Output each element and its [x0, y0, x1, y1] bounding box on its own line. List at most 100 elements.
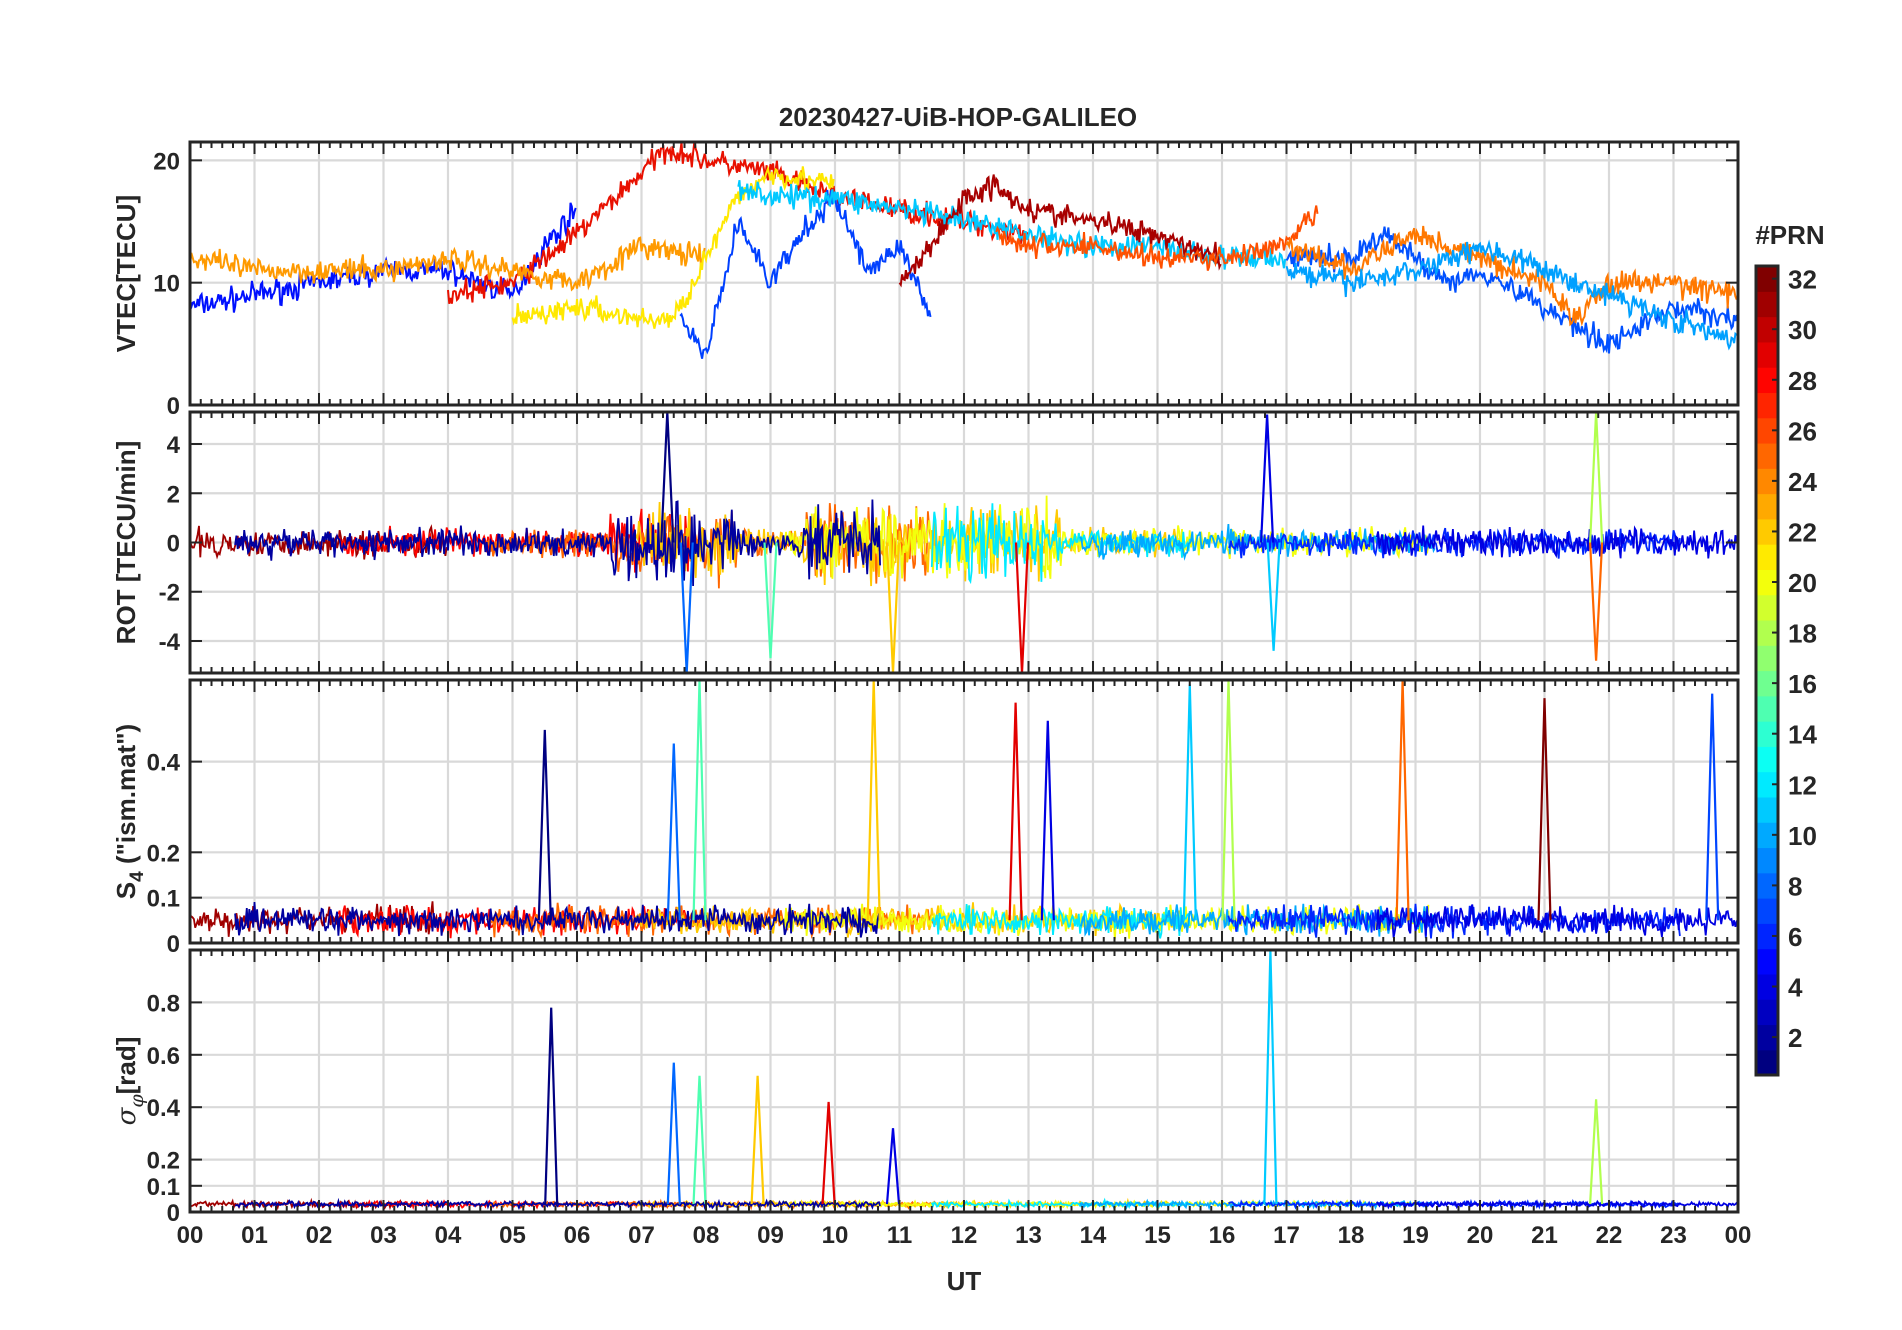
peak-mark [1589, 412, 1604, 543]
peak-mark [660, 412, 675, 543]
colorbar-band [1756, 493, 1778, 520]
y-tick-label: 0.2 [147, 840, 180, 867]
peak-mark [1260, 414, 1275, 543]
colorbar-tick-label: 32 [1788, 265, 1817, 295]
colorbar-band [1756, 948, 1778, 975]
x-tick-label: 00 [177, 1222, 204, 1249]
sigma-phi-ylabel: σφ[rad] [111, 1037, 148, 1126]
sigma-phi-ticks: 00.10.2 0.4 0.6 0.8 [147, 950, 1739, 1227]
x-tick-label: 02 [306, 1222, 333, 1249]
colorbar-band [1756, 569, 1778, 596]
y-tick-label: 0.1 [147, 886, 180, 913]
peak-mark [1395, 680, 1410, 921]
s4-ylabel-rest: ("ism.mat") [111, 724, 141, 871]
colorbar-tick-label: 8 [1788, 871, 1802, 901]
vtec-line-prn-10 [1285, 239, 1738, 351]
peak-mark [544, 1007, 559, 1205]
x-tick-label: 05 [499, 1222, 526, 1249]
rot-series [190, 412, 1738, 673]
trace-prn-2 [234, 1197, 881, 1211]
x-tick-label: 06 [564, 1222, 591, 1249]
colorbar-band [1756, 544, 1778, 570]
peak-mark [666, 743, 681, 921]
colorbar-band [1756, 645, 1778, 672]
y-tick-label: 0.4 [147, 1095, 181, 1122]
x-tick-label: 19 [1402, 1222, 1429, 1249]
vtec-line-prn-26 [1285, 225, 1738, 327]
y-tick-label: 10 [153, 271, 180, 298]
colorbar-band [1756, 468, 1778, 495]
sigma-phi-ylabel-main: σ [112, 1106, 142, 1125]
peak-mark [1014, 542, 1030, 673]
colorbar-band [1756, 1049, 1778, 1076]
peak-mark [885, 542, 901, 673]
colorbar-band [1756, 822, 1778, 849]
peak-mark [821, 1101, 836, 1205]
colorbar-band [1756, 442, 1778, 469]
vtec-line-prn-31 [898, 174, 1222, 288]
colorbar-band [1756, 367, 1778, 394]
trace-prn-12 [930, 503, 1191, 585]
peak-mark [885, 1128, 901, 1205]
x-tick-label: 18 [1338, 1222, 1365, 1249]
colorbar-band [1756, 771, 1778, 798]
colorbar-band [1756, 594, 1778, 621]
colorbar-tick-label: 26 [1788, 416, 1817, 446]
rot-panel: -4 -2 0 2 4 ROT [TECU/min] [111, 410, 1740, 675]
s4-grid [190, 680, 1738, 943]
colorbar-band [1756, 316, 1778, 343]
peak-mark [1221, 680, 1236, 921]
peak-mark [866, 680, 881, 921]
y-tick-label: 0.6 [147, 1043, 180, 1070]
colorbar-band [1756, 1024, 1778, 1051]
sigma-phi-grid [190, 950, 1738, 1212]
x-tick-label: 13 [1015, 1222, 1042, 1249]
vtec-line-prn-28 [447, 142, 1029, 305]
x-tick-label: 01 [241, 1222, 268, 1249]
colorbar-bands [1756, 266, 1778, 1076]
x-tick-label: 10 [822, 1222, 849, 1249]
peak-mark [1263, 950, 1278, 1205]
peak-mark [679, 542, 694, 673]
colorbar-tick-label: 22 [1788, 517, 1817, 547]
s4-ylabel-main: S [111, 882, 141, 899]
vtec-panel: 0 10 20 VTEC[TECU] [111, 140, 1740, 420]
y-tick-label: 0.2 [147, 1148, 180, 1175]
colorbar-band [1756, 619, 1778, 646]
y-tick-label: -2 [159, 580, 180, 607]
vtec-ticks: 0 10 20 [153, 142, 1739, 420]
trace-prn-2 [234, 901, 881, 938]
colorbar-band [1756, 721, 1778, 747]
x-tick-label: 21 [1531, 1222, 1558, 1249]
vtec-line-prn-20 [511, 165, 835, 329]
colorbar-band [1756, 392, 1778, 419]
colorbar-tick-label: 2 [1788, 1023, 1802, 1053]
x-tick-label: 14 [1080, 1222, 1107, 1249]
peak-mark [537, 729, 552, 921]
colorbar-band [1756, 796, 1778, 823]
colorbar-band [1756, 266, 1778, 292]
colorbar-title: #PRN [1755, 220, 1824, 250]
colorbar-tick-label: 18 [1788, 619, 1817, 649]
y-tick-label: 0 [167, 393, 180, 420]
vtec-line-prn-4 [679, 189, 932, 359]
colorbar-band [1756, 291, 1778, 318]
colorbar-band [1756, 872, 1778, 899]
trace-prn-12 [931, 903, 1191, 939]
colorbar-tick-label: 4 [1788, 973, 1803, 1003]
peak-mark [666, 1062, 681, 1205]
peak-mark [1589, 542, 1604, 661]
s4-ylabel-sub: 4 [127, 871, 148, 882]
colorbar-tick-label: 24 [1788, 467, 1817, 497]
colorbar-band [1756, 670, 1778, 697]
s4-panel: 0 0.1 0.2 0.4 S4 ("ism.mat") [111, 678, 1740, 958]
colorbar-band [1756, 417, 1778, 444]
y-tick-label: 20 [153, 148, 180, 175]
x-tick-label: 03 [370, 1222, 397, 1249]
x-tick-label: 16 [1209, 1222, 1236, 1249]
x-tick-label: 17 [1273, 1222, 1300, 1249]
vtec-ylabel: VTEC[TECU] [111, 195, 141, 352]
sigma-phi-panel: 00.10.2 0.4 0.6 0.8 σφ[rad] [111, 948, 1740, 1227]
